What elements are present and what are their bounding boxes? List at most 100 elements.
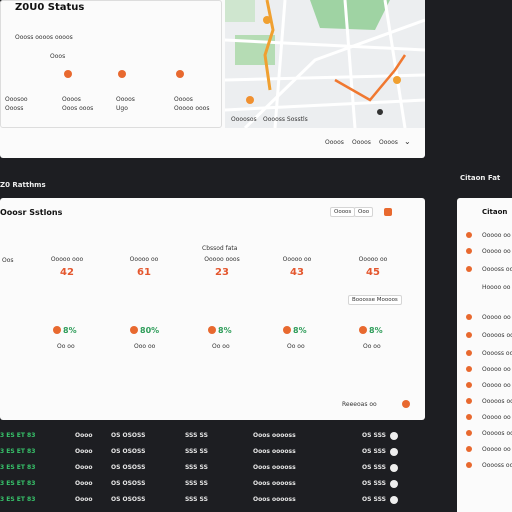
side-item[interactable]: Ooooo oo [482, 366, 511, 373]
table-cell: SSS SS [185, 480, 208, 487]
row-action[interactable] [390, 464, 398, 472]
icon [466, 314, 472, 320]
status-tag: Ooos [50, 53, 66, 60]
table-cell: OS SSS [362, 448, 386, 455]
icon [283, 326, 291, 334]
side-item[interactable]: Ooooo oo [482, 232, 511, 239]
column-pct: 8% [369, 326, 383, 335]
side-item[interactable]: Ooooo oo [482, 248, 511, 255]
map-button[interactable]: Oooos [379, 139, 398, 146]
column-sub: Ooo oo [134, 343, 156, 350]
icon [130, 326, 138, 334]
row-action[interactable] [390, 448, 398, 456]
button[interactable]: Booosse Moooos [348, 295, 402, 305]
icon [53, 326, 61, 334]
icon [466, 332, 472, 338]
icon [466, 430, 472, 436]
item-label: Oooos [116, 96, 135, 103]
column-pct: 8% [218, 326, 232, 335]
icon [466, 232, 472, 238]
item-sub: Ugo [116, 105, 128, 112]
table-cell: OS SSS [362, 432, 386, 439]
column-value: 43 [290, 267, 304, 278]
side-title: Citaon [482, 208, 508, 216]
map-label: Ooooss Sosstls [263, 116, 308, 123]
status-subtitle: Oooss oooos oooos [15, 34, 73, 41]
side-item[interactable]: Ooooo oo [482, 414, 511, 421]
footer-link[interactable]: Reeeoas oo [342, 401, 377, 408]
group-label: Cbssod fata [202, 245, 238, 252]
table-cell: 3 ES ET 83 [0, 480, 36, 487]
section-label: Citaon Fat [460, 174, 501, 182]
table-cell: OS SSS [362, 480, 386, 487]
table-cell: OS OSOSS [111, 432, 146, 439]
table-cell: OS SSS [362, 464, 386, 471]
column-label: Ooooo oo [282, 256, 312, 263]
column-sub: Oo oo [57, 343, 75, 350]
icon [466, 414, 472, 420]
column-pct: 80% [140, 326, 160, 335]
map-button[interactable]: Oooos [325, 139, 344, 146]
side-item[interactable]: Ooooss oo [482, 462, 512, 469]
item-sub: Oooss [5, 105, 24, 112]
side-item[interactable]: Ooooos oo [482, 398, 512, 405]
column-sub: Oo oo [287, 343, 305, 350]
table-cell: Oooo [75, 432, 93, 439]
table-cell: SSS SS [185, 432, 208, 439]
side-item[interactable]: Hoooo oo [482, 284, 511, 291]
table-cell: Oooo [75, 464, 93, 471]
column-label: Ooooo ooo [50, 256, 84, 263]
icon [466, 266, 472, 272]
stations-title: Ooosr Sstlons [0, 208, 63, 217]
control[interactable]: Ooo [354, 207, 374, 217]
table-cell: Oooo [75, 448, 93, 455]
column-sub: Oo oo [363, 343, 381, 350]
side-item[interactable]: Ooooss oo [482, 350, 512, 357]
icon [64, 70, 72, 78]
column-value: 23 [215, 267, 229, 278]
table-cell: 3 ES ET 83 [0, 496, 36, 503]
row-action[interactable] [390, 480, 398, 488]
column-label: Ooooo oo [358, 256, 388, 263]
icon [359, 326, 367, 334]
icon [466, 398, 472, 404]
row-action[interactable] [390, 432, 398, 440]
chevron: ⌄ [404, 137, 411, 146]
table-cell: SSS SS [185, 464, 208, 471]
icon [384, 208, 392, 216]
side-item[interactable]: Ooooo oo [482, 382, 511, 389]
column-value: 61 [137, 267, 151, 278]
side-item[interactable]: Ooooo oo [482, 446, 511, 453]
table-cell: Ooos ooooss [253, 464, 296, 471]
side-item[interactable]: Ooooos oo [482, 430, 512, 437]
column-label: Ooooo ooos [204, 256, 240, 263]
item-label: Oooos [174, 96, 193, 103]
icon [466, 366, 472, 372]
column-value: 42 [60, 267, 74, 278]
stations-card [0, 198, 425, 420]
table-cell: SSS SS [185, 496, 208, 503]
table-cell: 3 ES ET 83 [0, 432, 36, 439]
item-sub: Ooooo ooos [174, 105, 210, 112]
icon [466, 350, 472, 356]
row-action[interactable] [390, 496, 398, 504]
side-item[interactable]: Ooooo oo [482, 314, 511, 321]
table-cell: SSS SS [185, 448, 208, 455]
column-label: Ooooo oo [129, 256, 159, 263]
table-cell: Ooos ooooss [253, 496, 296, 503]
icon [466, 382, 472, 388]
table-cell: OS OSOSS [111, 464, 146, 471]
side-item[interactable]: Ooooss oo [482, 266, 512, 273]
icon [176, 70, 184, 78]
column-pct: 8% [63, 326, 77, 335]
row-label: Oos [2, 257, 14, 264]
table-cell: OS OSOSS [111, 496, 146, 503]
side-item[interactable]: Ooooos oo [482, 332, 512, 339]
table-cell: 3 ES ET 83 [0, 448, 36, 455]
status-card [0, 0, 222, 128]
map-button[interactable]: Oooos [352, 139, 371, 146]
icon [466, 248, 472, 254]
control[interactable]: Oooos [330, 207, 356, 217]
map-label: Oooosos [231, 116, 257, 123]
